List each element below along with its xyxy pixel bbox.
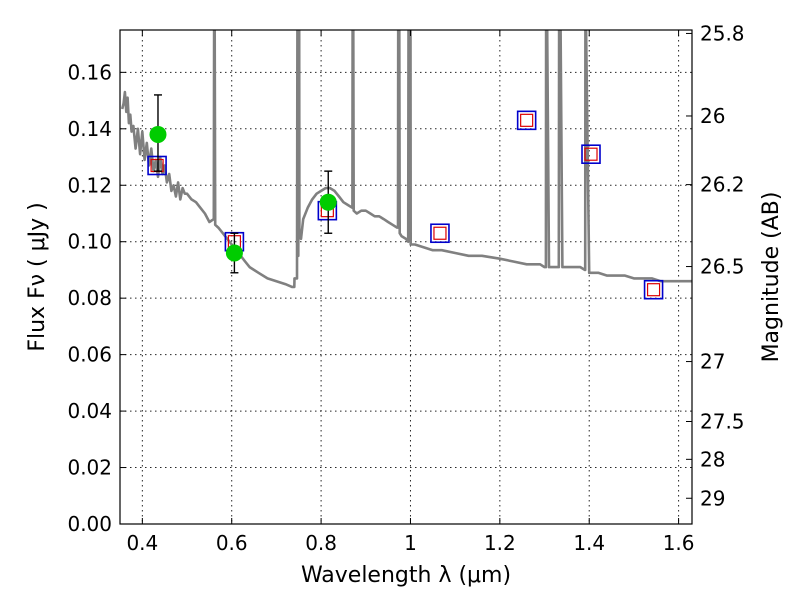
model-photometry-square — [581, 144, 601, 165]
y-axis-left: 0.00 0.02 0.04 0.06 0.08 0.10 0.12 0.14 0.16 — [67, 60, 126, 536]
y-tick-label: 0.08 — [67, 286, 112, 310]
y2-tick-label: 27 — [700, 350, 725, 374]
model-photometry-square — [516, 110, 537, 131]
y-axis-label: Flux Fν ( μJy ) — [25, 202, 50, 351]
x-tick-label: 1.2 — [484, 531, 516, 555]
y2-tick-label: 26 — [700, 104, 725, 128]
y2-tick-label: 27.5 — [700, 410, 745, 434]
plot-area — [120, 30, 692, 300]
y-tick-label: 0.04 — [67, 399, 112, 423]
x-tick-label: 0.8 — [305, 531, 337, 555]
y-tick-label: 0.14 — [67, 117, 112, 141]
y2-axis-label: Magnitude (AB) — [759, 192, 784, 363]
y-tick-label: 0.16 — [67, 60, 112, 84]
y-tick-label: 0.02 — [67, 456, 112, 480]
y2-tick-label: 29 — [700, 486, 725, 510]
x-tick-label: 1.4 — [573, 531, 605, 555]
model-spectrum-line — [120, 30, 692, 289]
observed-point — [149, 125, 167, 143]
y2-tick-label: 25.8 — [700, 21, 745, 45]
x-tick-label: 0.4 — [126, 531, 158, 555]
x-tick-label: 1 — [404, 531, 417, 555]
y2-tick-label: 26.5 — [700, 255, 745, 279]
observed-point — [319, 193, 337, 211]
x-tick-label: 0.6 — [216, 531, 248, 555]
model-photometry-square — [643, 279, 664, 300]
x-axis: 0.4 0.6 0.8 1 1.2 1.4 1.6 — [126, 30, 695, 555]
model-photometry-inner-square — [584, 147, 598, 161]
observed-point — [225, 244, 243, 262]
model-photometry-square — [147, 155, 167, 176]
x-tick-label: 1.6 — [663, 531, 695, 555]
y2-tick-label: 26.2 — [700, 173, 745, 197]
model-photometry-inner-square — [646, 283, 661, 297]
y-tick-label: 0.00 — [67, 512, 112, 536]
model-photometry-inner-square — [433, 226, 447, 240]
model-photometry-square — [430, 223, 450, 244]
model-photometry-inner-square — [520, 113, 534, 127]
x-axis-label: Wavelength λ (μm) — [301, 563, 511, 588]
plot-frame — [119, 29, 693, 525]
observed-photometry-layer — [149, 94, 337, 274]
y-tick-label: 0.06 — [67, 343, 112, 367]
y-tick-label: 0.12 — [67, 173, 112, 197]
y2-tick-label: 28 — [700, 447, 725, 471]
grid-lines — [120, 30, 692, 524]
model-spectrum-layer — [120, 30, 692, 289]
y-tick-label: 0.10 — [67, 230, 112, 254]
y-axis-right-magnitude: 25.8 26 26.2 26.5 27 27.5 28 29 — [686, 21, 745, 510]
